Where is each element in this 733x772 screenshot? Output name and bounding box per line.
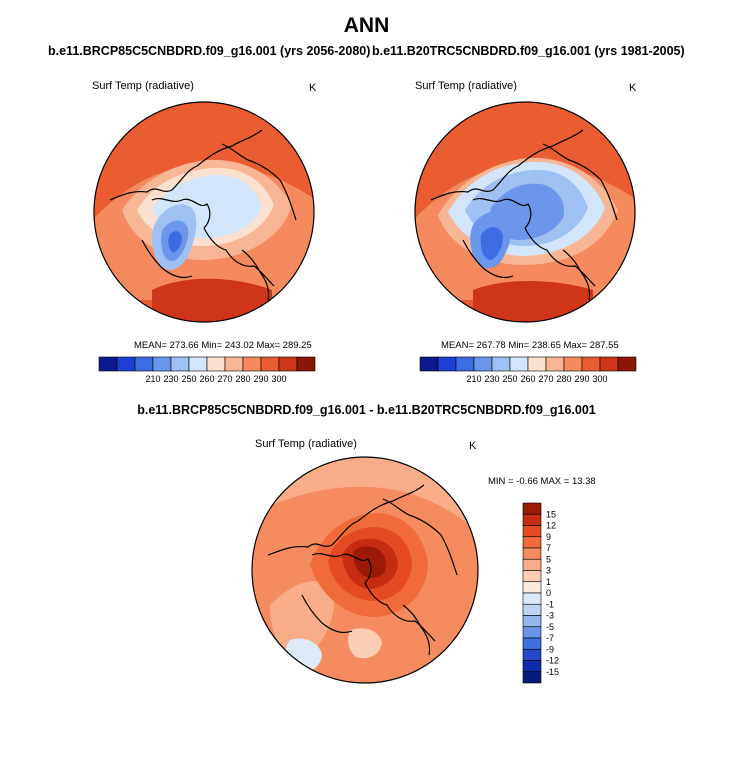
colorbar-tick-label: 3: [546, 566, 551, 576]
colorbar-box: [522, 626, 542, 639]
colorbar-tick-label: 15: [546, 509, 556, 519]
colorbar-tick-label: 300: [271, 374, 286, 384]
colorbar-box: [617, 356, 637, 372]
colorbar-tick-label: 9: [546, 532, 551, 542]
map-difference: [251, 456, 479, 684]
colorbar-box: [260, 356, 280, 372]
panel1-stats: MEAN= 273.66 Min= 243.02 Max= 289.25: [134, 340, 312, 351]
colorbar-tick-label: 250: [502, 374, 517, 384]
colorbar-box: [522, 648, 542, 661]
colorbar-box: [522, 502, 542, 515]
colorbar-tick-label: -9: [546, 644, 554, 654]
colorbar-tick-label: 260: [199, 374, 214, 384]
diff-variable-label: Surf Temp (radiative): [255, 438, 357, 450]
colorbar-tick-label: 250: [181, 374, 196, 384]
panel1-units: K: [309, 82, 317, 94]
colorbar-box: [545, 356, 565, 372]
colorbar-box: [522, 536, 542, 549]
colorbar-box: [224, 356, 244, 372]
colorbar-tick-label: -12: [546, 656, 559, 666]
panel2-stats: MEAN= 267.78 Min= 238.65 Max= 287.55: [441, 340, 619, 351]
colorbar-tick-label: 280: [556, 374, 571, 384]
diff-stats: MIN = -0.66 MAX = 13.38: [488, 476, 596, 487]
colorbar-tick-label: 290: [253, 374, 268, 384]
colorbar-box: [527, 356, 547, 372]
colorbar-box: [206, 356, 226, 372]
colorbar-box: [522, 660, 542, 673]
colorbar-box: [522, 581, 542, 594]
colorbar-tick-label: 210: [145, 374, 160, 384]
colorbar-tick-label: -15: [546, 667, 559, 677]
colorbar-box: [473, 356, 493, 372]
colorbar-tick-label: 210: [466, 374, 481, 384]
colorbar-box: [170, 356, 190, 372]
colorbar-box: [522, 637, 542, 650]
colorbar-box: [491, 356, 511, 372]
colorbar-tick-label: 230: [484, 374, 499, 384]
colorbar-box: [98, 356, 118, 372]
panel1-variable-label: Surf Temp (radiative): [92, 80, 194, 92]
colorbar-box: [116, 356, 136, 372]
colorbar-box: [522, 558, 542, 571]
colorbar-box: [242, 356, 262, 372]
colorbar-tick-label: 270: [217, 374, 232, 384]
colorbar-tick-label: 1: [546, 577, 551, 587]
map-historical: [414, 101, 636, 323]
panel1-case-title: b.e11.BRCP85C5CNBDRD.f09_g16.001 (yrs 20…: [48, 44, 371, 58]
colorbar-tick-label: 270: [538, 374, 553, 384]
colorbar-tick-label: 260: [520, 374, 535, 384]
colorbar-box: [455, 356, 475, 372]
colorbar-future: 210 230 250 260 270 280 290 300: [98, 356, 316, 384]
colorbar-box: [134, 356, 154, 372]
colorbar-box: [522, 547, 542, 560]
panel2-units: K: [629, 82, 637, 94]
colorbar-tick-label: 12: [546, 521, 556, 531]
colorbar-tick-label: 5: [546, 554, 551, 564]
figure-title: ANN: [343, 14, 390, 37]
panel2-case-title: b.e11.B20TRC5CNBDRD.f09_g16.001 (yrs 198…: [372, 44, 685, 58]
colorbar-tick-label: 290: [574, 374, 589, 384]
colorbar-historical: 210 230 250 260 270 280 290 300: [419, 356, 637, 384]
colorbar-box: [522, 525, 542, 538]
colorbar-tick-label: 280: [235, 374, 250, 384]
colorbar-tick-label: -3: [546, 611, 554, 621]
colorbar-box: [278, 356, 298, 372]
colorbar-tick-label: 300: [592, 374, 607, 384]
colorbar-box: [188, 356, 208, 372]
colorbar-box: [522, 570, 542, 583]
colorbar-box: [563, 356, 583, 372]
map-future: [93, 101, 315, 323]
colorbar-tick-label: -5: [546, 622, 554, 632]
colorbar-box: [522, 513, 542, 526]
colorbar-box: [522, 592, 542, 605]
colorbar-box: [509, 356, 529, 372]
panel2-variable-label: Surf Temp (radiative): [415, 80, 517, 92]
colorbar-tick-label: 230: [163, 374, 178, 384]
colorbar-box: [599, 356, 619, 372]
colorbar-box: [522, 603, 542, 616]
colorbar-tick-label: 7: [546, 543, 551, 553]
colorbar-box: [419, 356, 439, 372]
colorbar-box: [152, 356, 172, 372]
diff-title: b.e11.BRCP85C5CNBDRD.f09_g16.001 - b.e11…: [137, 403, 596, 417]
colorbar-tick-label: 0: [546, 588, 551, 598]
colorbar-box: [437, 356, 457, 372]
colorbar-tick-label: -7: [546, 633, 554, 643]
diff-units: K: [469, 440, 477, 452]
colorbar-box: [296, 356, 316, 372]
colorbar-box: [522, 671, 542, 684]
colorbar-box: [522, 615, 542, 628]
colorbar-tick-label: -1: [546, 599, 554, 609]
colorbar-box: [581, 356, 601, 372]
